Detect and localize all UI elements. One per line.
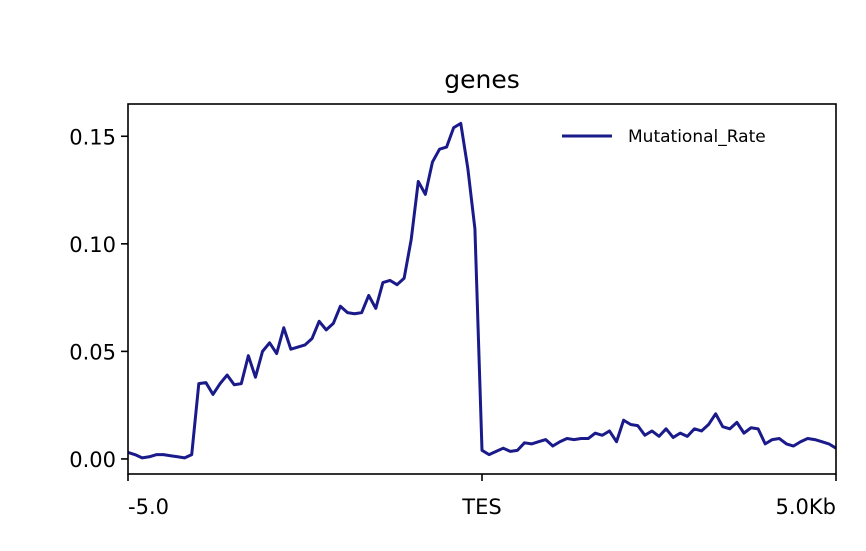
y-tick-label: 0.10 [69, 233, 116, 257]
chart-title: genes [444, 65, 520, 94]
axes: 0.00 0.05 0.10 0.15 -5.0 TES 5.0Kb [69, 125, 837, 519]
x-tick-label: -5.0 [128, 495, 169, 519]
x-tick-label: 5.0Kb [776, 495, 837, 519]
legend-label: Mutational_Rate [628, 127, 766, 147]
y-tick-label: 0.00 [69, 448, 116, 472]
x-tick-label: TES [461, 495, 501, 519]
legend: Mutational_Rate [562, 127, 766, 147]
series-line-0 [127, 121, 837, 460]
y-tick-label: 0.15 [69, 125, 116, 149]
y-tick-label: 0.05 [69, 340, 116, 364]
plot-area [127, 121, 837, 460]
